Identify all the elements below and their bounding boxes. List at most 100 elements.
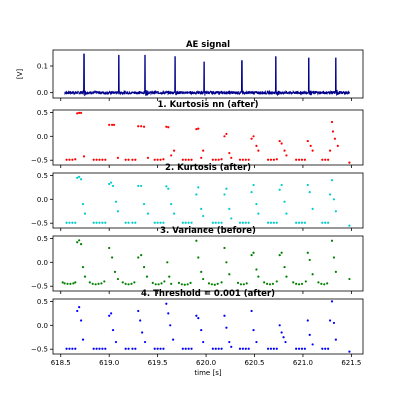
data-point (159, 347, 162, 350)
data-point (79, 243, 83, 246)
data-point (280, 142, 283, 145)
data-point (200, 270, 203, 273)
data-point (72, 282, 75, 285)
data-point (266, 347, 270, 350)
data-point (110, 181, 113, 184)
data-point (306, 319, 309, 322)
data-point (247, 221, 250, 224)
data-point (156, 221, 159, 224)
data-point (269, 347, 273, 350)
data-point (79, 178, 83, 181)
x-tick-label: 619.5 (148, 359, 168, 367)
data-point (88, 281, 91, 284)
data-point (241, 221, 244, 224)
data-point (197, 127, 200, 130)
data-point (166, 261, 169, 264)
data-point (242, 283, 245, 286)
data-point (250, 309, 253, 313)
data-point (134, 221, 137, 224)
data-point (285, 275, 288, 278)
chart-panel-4: 3. Variance (before) −0.5 0.0 0.5 (31, 226, 364, 294)
data-point (330, 120, 334, 124)
data-point (297, 221, 301, 224)
axes-frame (52, 172, 364, 229)
data-point (186, 283, 189, 286)
data-point (348, 277, 351, 281)
y-tick-label: −0.5 (31, 220, 48, 228)
data-point (228, 340, 231, 344)
data-point (108, 182, 111, 186)
panel-title: 1. Kurtosis nn (after) (158, 100, 259, 110)
data-point (68, 158, 71, 161)
data-point (217, 347, 220, 350)
plot-area (64, 53, 350, 97)
data-point (295, 282, 298, 285)
data-point (181, 221, 184, 224)
data-point (92, 158, 95, 161)
data-point (154, 283, 157, 286)
data-point (230, 156, 233, 159)
data-point (278, 188, 281, 191)
data-point (323, 283, 326, 286)
data-point (131, 347, 134, 350)
data-point (295, 221, 298, 224)
data-point (114, 340, 118, 344)
plot-area (65, 111, 351, 164)
data-point (181, 158, 184, 161)
data-point (141, 331, 144, 334)
data-point (252, 328, 255, 332)
data-point (269, 158, 273, 161)
axes-frame (52, 109, 364, 166)
data-point (278, 254, 281, 257)
data-point (78, 306, 81, 309)
data-point (108, 314, 111, 317)
data-point (83, 212, 87, 215)
data-point (167, 126, 170, 129)
plot-area (65, 175, 351, 227)
data-point (300, 221, 304, 224)
data-point (225, 261, 228, 264)
data-point (127, 283, 130, 286)
data-point (112, 123, 116, 126)
data-point (104, 221, 107, 224)
data-point (282, 336, 285, 339)
data-point (91, 282, 94, 285)
data-point (348, 350, 351, 353)
data-point (228, 151, 231, 155)
data-point (275, 158, 278, 161)
panel-title: 4. Threshold = 0.001 (after) (141, 289, 275, 299)
data-point (165, 302, 168, 305)
data-point (95, 221, 98, 224)
data-point (269, 221, 273, 224)
data-point (303, 158, 306, 161)
data-point (236, 281, 240, 284)
y-tick-label: 0.0 (37, 89, 48, 97)
y-tick-label: 0.1 (37, 63, 48, 71)
data-point (79, 111, 83, 114)
data-point (217, 221, 220, 224)
data-point (104, 158, 107, 161)
data-point (195, 314, 198, 317)
data-point (98, 347, 101, 350)
data-point (180, 283, 183, 286)
data-point (134, 347, 137, 350)
data-point (244, 221, 247, 224)
data-point (263, 281, 266, 284)
data-point (68, 221, 71, 224)
data-point (177, 281, 181, 284)
y-tick-label: 0.5 (37, 298, 48, 306)
data-point (137, 256, 140, 259)
data-point (311, 149, 314, 152)
data-point (283, 200, 286, 203)
data-point (134, 158, 137, 161)
data-point (100, 282, 103, 285)
data-point (327, 221, 330, 224)
data-point (327, 158, 330, 161)
data-point (81, 265, 85, 269)
x-tick-label: 619.0 (99, 359, 119, 367)
data-point (220, 347, 223, 350)
data-point (190, 158, 193, 161)
data-point (330, 239, 334, 242)
data-point (223, 135, 226, 138)
data-point (110, 123, 114, 126)
